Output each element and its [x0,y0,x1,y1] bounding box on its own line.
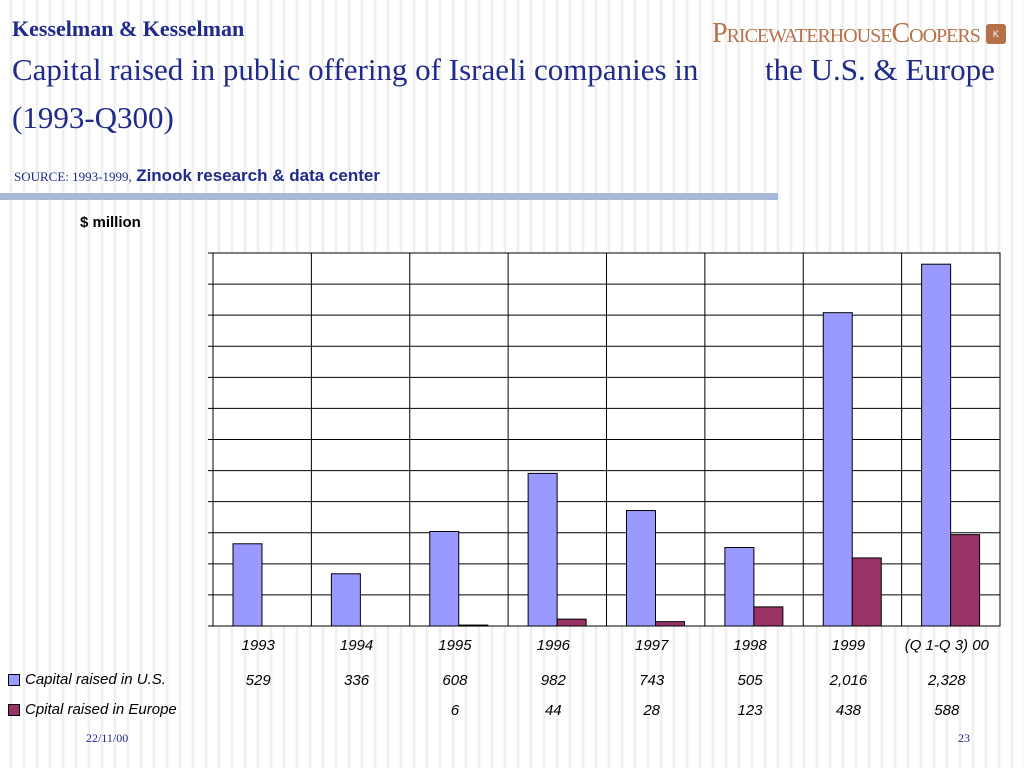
slide-title-period: (1993-Q300) [12,100,174,135]
x-tick-label: 1998 [733,637,767,654]
data-label-us: 743 [639,672,665,689]
data-label-us: 529 [246,672,272,689]
data-label-europe: 438 [836,702,862,719]
x-tick-label: 1993 [242,637,276,654]
data-label-europe: 123 [738,702,764,719]
x-tick-label: 1999 [832,637,866,654]
title-divider [0,193,778,200]
x-tick-label: 1995 [438,637,472,654]
footer-date: 22/11/00 [86,731,129,745]
data-label-us: 982 [541,672,567,689]
x-tick-label: 1996 [537,637,571,654]
legend-europe-label: Cpital raised in Europe [25,701,177,718]
bar-chart: 1993 529 1994 336 1995 608 6 1996 982 44 1997 743 28… [208,252,1001,719]
bar-us [626,510,656,627]
source-line: SOURCE: 1993-1999, Zinook research & dat… [14,166,380,186]
data-label-europe: 6 [451,702,460,719]
bar-us [429,531,460,627]
logo-text: PricewaterhouseCoopers [712,18,981,49]
x-tick-label: (Q 1-Q 3) 00 [905,637,990,654]
data-label-us: 608 [442,672,468,689]
data-label-us: 2,016 [829,672,868,689]
legend-europe-swatch [8,703,20,716]
bar-europe [950,534,981,627]
bar-europe [851,557,882,627]
data-label-europe: 588 [934,702,960,719]
x-tick-label: 1997 [635,637,669,654]
pwc-logo: PricewaterhouseCoopers K [712,14,1006,54]
slide-title-part1: Capital raised in public offering of Isr… [12,52,699,87]
unit-label: $ million [80,214,141,231]
logo-emblem-icon: K [985,24,1006,44]
legend-us-label: Capital raised in U.S. [25,671,166,688]
page-number: 23 [958,731,970,745]
source-name: Zinook research & data center [136,166,380,185]
bar-europe [458,624,489,627]
bar-us [921,263,952,627]
slide-title-part2: the U.S. & Europe [765,52,995,87]
source-prefix: SOURCE: 1993-1999, [14,169,132,184]
x-tick-label: 1994 [340,637,373,654]
bar-us [330,573,361,627]
bar-europe [753,606,784,627]
bar-us [822,312,853,627]
bar-us [527,472,558,627]
brand-name: Kesselman & Kesselman [12,16,245,41]
bar-europe [655,621,685,627]
legend-us: Capital raised in U.S. [8,671,166,688]
legend-us-swatch [8,673,20,686]
data-label-us: 2,328 [927,672,966,689]
data-label-us: 505 [738,672,764,689]
bar-us [232,543,263,627]
bar-europe [556,618,587,627]
data-label-us: 336 [344,672,370,689]
bar-us [724,547,755,627]
legend-europe: Cpital raised in Europe [8,701,177,718]
data-label-europe: 28 [642,702,660,719]
data-label-europe: 44 [545,702,562,719]
